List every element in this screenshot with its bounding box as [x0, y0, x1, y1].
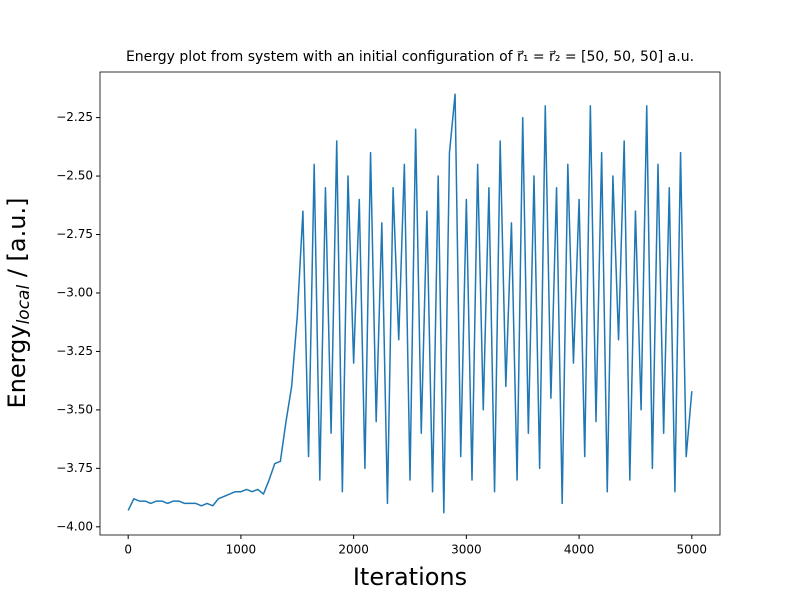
- y-tick-label: −2.75: [56, 227, 93, 241]
- chart-title: Energy plot from system with an initial …: [126, 49, 694, 65]
- x-tick-label: 5000: [677, 543, 708, 557]
- x-tick-label: 0: [124, 543, 132, 557]
- x-tick-label: 1000: [226, 543, 257, 557]
- data-line: [127, 93, 693, 514]
- y-tick-label: −3.75: [56, 461, 93, 475]
- y-label-main: Energy: [3, 324, 31, 408]
- y-tick-label: −3.00: [56, 285, 93, 299]
- y-label-subscript: local: [14, 285, 34, 325]
- y-axis-label: Energylocal / [a.u.]: [3, 198, 34, 409]
- y-tick-label: −3.50: [56, 402, 93, 416]
- y-label-suffix: / [a.u.]: [3, 198, 31, 285]
- x-tick-label: 4000: [564, 543, 595, 557]
- y-tick-label: −2.25: [56, 110, 93, 124]
- y-tick-label: −4.00: [56, 519, 93, 533]
- y-tick-label: −3.25: [56, 344, 93, 358]
- y-tick-label: −2.50: [56, 169, 93, 183]
- x-axis-label: Iterations: [353, 563, 467, 591]
- plot-frame: [99, 71, 721, 536]
- x-tick-label: 2000: [338, 543, 369, 557]
- x-tick-label: 3000: [451, 543, 482, 557]
